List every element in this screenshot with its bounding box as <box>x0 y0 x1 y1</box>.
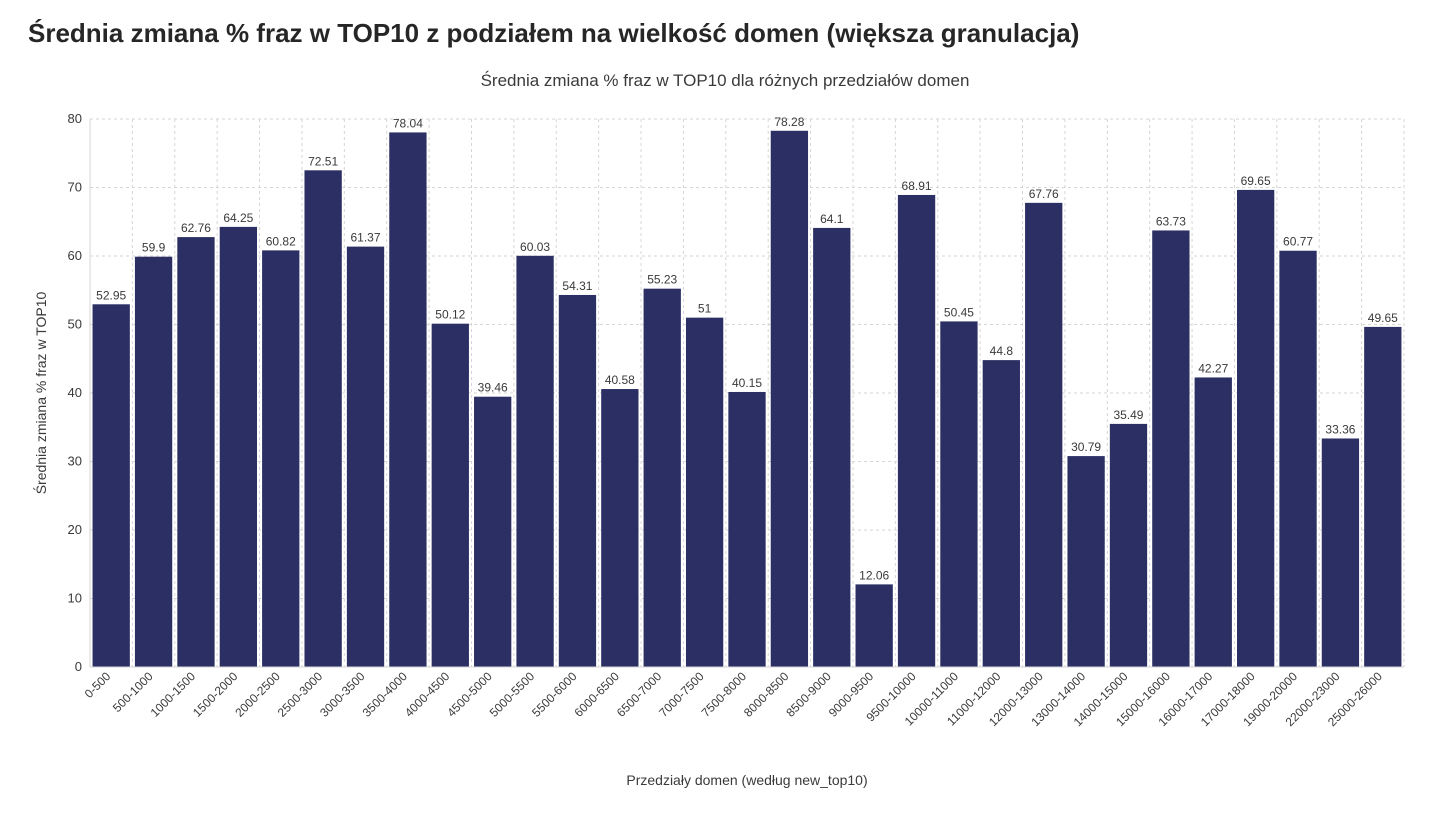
x-tick-label: 8500-9000 <box>783 669 834 720</box>
bar-value-label: 50.12 <box>435 308 465 322</box>
y-tick-label: 40 <box>68 385 82 400</box>
page-title: Średnia zmiana % fraz w TOP10 z podziałe… <box>28 18 1422 49</box>
chart-title: Średnia zmiana % fraz w TOP10 dla różnyc… <box>28 71 1422 91</box>
bar-value-label: 78.28 <box>774 115 804 129</box>
bar <box>686 318 723 667</box>
bar <box>940 321 977 667</box>
bar <box>389 132 426 667</box>
bar-value-label: 12.06 <box>859 568 889 582</box>
bar <box>1237 190 1274 667</box>
x-tick-label: 4500-5000 <box>444 669 495 720</box>
bar-value-label: 50.45 <box>944 305 974 319</box>
bar <box>856 584 893 667</box>
x-tick-label: 8000-8500 <box>741 669 792 720</box>
x-tick-label: 2000-2500 <box>232 669 283 720</box>
x-tick-label: 1000-1500 <box>148 669 199 720</box>
bar-value-label: 35.49 <box>1113 408 1143 422</box>
x-tick-label: 3000-3500 <box>317 669 368 720</box>
x-tick-label: 4000-4500 <box>402 669 453 720</box>
bar <box>1322 438 1359 667</box>
bar <box>898 195 935 667</box>
y-tick-label: 30 <box>68 454 82 469</box>
bar <box>177 237 214 667</box>
bar <box>220 227 257 667</box>
x-tick-label: 2500-3000 <box>275 669 326 720</box>
y-tick-label: 10 <box>68 591 82 606</box>
y-tick-label: 0 <box>75 659 82 674</box>
x-tick-label: 7500-8000 <box>699 669 750 720</box>
bar <box>559 295 596 667</box>
x-tick-label: 3500-4000 <box>360 669 411 720</box>
bar-value-label: 63.73 <box>1156 214 1186 228</box>
bar <box>1152 230 1189 667</box>
bar <box>1195 377 1232 667</box>
bar-value-label: 72.51 <box>308 154 338 168</box>
x-axis-label: Przedziały domen (według new_top10) <box>626 772 867 788</box>
bar <box>771 131 808 667</box>
bar <box>347 247 384 667</box>
bar-value-label: 55.23 <box>647 273 677 287</box>
bar-value-label: 61.37 <box>351 231 381 245</box>
bar <box>262 250 299 667</box>
x-tick-label: 6000-6500 <box>571 669 622 720</box>
bar <box>601 389 638 667</box>
bar-value-label: 44.8 <box>990 344 1014 358</box>
y-tick-label: 20 <box>68 522 82 537</box>
bar-value-label: 60.77 <box>1283 235 1313 249</box>
bar-value-label: 69.65 <box>1241 174 1271 188</box>
bar-value-label: 52.95 <box>96 288 126 302</box>
bar <box>93 304 130 667</box>
y-tick-label: 50 <box>68 317 82 332</box>
chart-svg: 0102030405060708052.950-50059.9500-10006… <box>28 97 1422 797</box>
x-tick-label: 0-500 <box>82 669 114 701</box>
bar-value-label: 42.27 <box>1198 361 1228 375</box>
y-axis-label: Średnia zmiana % fraz w TOP10 <box>32 291 49 494</box>
bar-value-label: 39.46 <box>478 381 508 395</box>
bar <box>516 256 553 667</box>
bar-value-label: 60.82 <box>266 234 296 248</box>
bar <box>432 324 469 667</box>
bar-chart: 0102030405060708052.950-50059.9500-10006… <box>28 97 1422 797</box>
bar <box>1025 203 1062 667</box>
bar-value-label: 33.36 <box>1325 422 1355 436</box>
bar <box>135 257 172 667</box>
x-tick-label: 1500-2000 <box>190 669 241 720</box>
bar <box>1364 327 1401 667</box>
x-tick-label: 5000-5500 <box>487 669 538 720</box>
bar-value-label: 40.58 <box>605 373 635 387</box>
bar-value-label: 62.76 <box>181 221 211 235</box>
y-tick-label: 60 <box>68 248 82 263</box>
bar <box>1279 251 1316 667</box>
bar <box>813 228 850 667</box>
bar <box>1110 424 1147 667</box>
bar-value-label: 49.65 <box>1368 311 1398 325</box>
x-tick-label: 5500-6000 <box>529 669 580 720</box>
bar-value-label: 59.9 <box>142 241 166 255</box>
bar-value-label: 40.15 <box>732 376 762 390</box>
y-tick-label: 70 <box>68 180 82 195</box>
bar-value-label: 64.1 <box>820 212 844 226</box>
bar <box>474 397 511 667</box>
bar-value-label: 51 <box>698 302 712 316</box>
bar-value-label: 78.04 <box>393 116 423 130</box>
y-tick-label: 80 <box>68 111 82 126</box>
bar-value-label: 54.31 <box>562 279 592 293</box>
bar <box>644 289 681 667</box>
bar-value-label: 64.25 <box>223 211 253 225</box>
x-tick-label: 7000-7500 <box>656 669 707 720</box>
bar-value-label: 68.91 <box>902 179 932 193</box>
bar <box>304 170 341 667</box>
bar <box>983 360 1020 667</box>
bar <box>728 392 765 667</box>
bar-value-label: 67.76 <box>1029 187 1059 201</box>
bar <box>1067 456 1104 667</box>
bar-value-label: 30.79 <box>1071 440 1101 454</box>
x-tick-label: 6500-7000 <box>614 669 665 720</box>
bar-value-label: 60.03 <box>520 240 550 254</box>
